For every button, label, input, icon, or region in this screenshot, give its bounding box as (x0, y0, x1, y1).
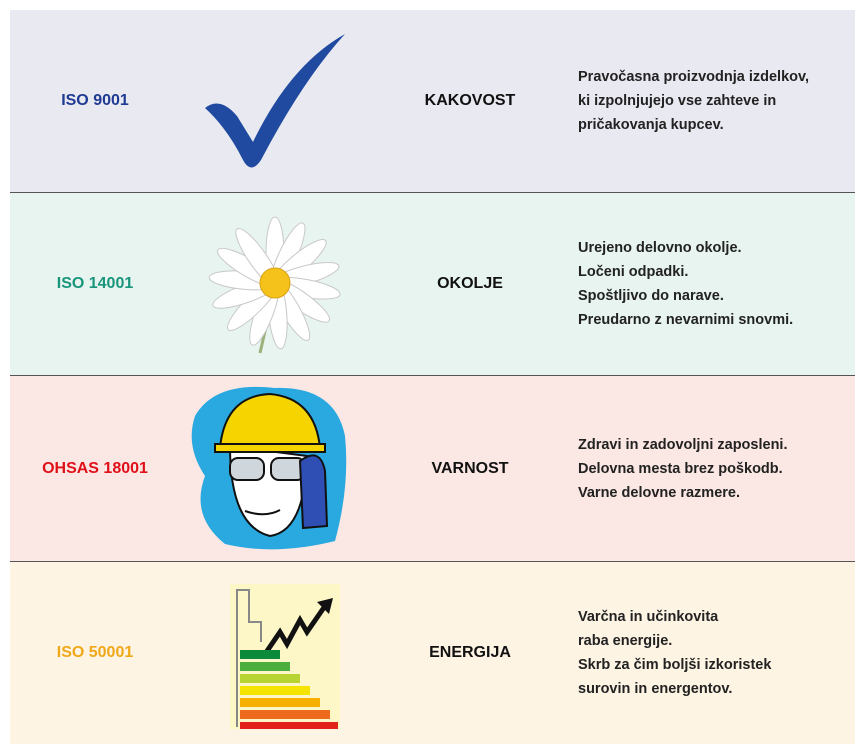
description-line: pričakovanja kupcev. (578, 117, 724, 133)
energy-icon (230, 584, 340, 729)
description-line: Pravočasna proizvodnja izdelkov, (578, 69, 810, 85)
worker-icon (191, 386, 347, 550)
category: ENERGIJA (429, 644, 511, 661)
category: VARNOST (431, 459, 509, 477)
description-line: Spoštljivo do narave. (578, 288, 724, 304)
description-line: surovin in energentov. (578, 681, 733, 697)
description: Zdravi in zadovoljni zaposleni. Delovna … (578, 376, 855, 561)
description: Varčna in učinkovita raba energije. Skrb… (578, 562, 855, 744)
description-line: Urejeno delovno okolje. (578, 240, 742, 256)
description-line: Preudarno z nevarnimi snovmi. (578, 312, 794, 328)
standard: ISO 50001 (56, 644, 134, 661)
separator (10, 375, 855, 376)
standard: ISO 14001 (56, 275, 134, 292)
description-line: Varne delovne razmere. (578, 484, 740, 501)
standard: ISO 9001 (61, 92, 129, 109)
description-line: Ločeni odpadki. (578, 264, 689, 280)
description: Urejeno delovno okolje. Ločeni odpadki. … (578, 193, 855, 375)
daisy-icon (208, 216, 341, 354)
separator (10, 192, 855, 193)
description-line: ki izpolnjujejo vse zahteve in (578, 93, 777, 109)
row: OHSAS 18001 VARNOST Zdravi in zadovoljni… (10, 376, 855, 561)
category: OKOLJE (437, 275, 503, 292)
standard: OHSAS 18001 (42, 459, 148, 477)
description-line: Varčna in učinkovita (578, 609, 719, 625)
row: ISO 50001 ENERGIJA Varčna in učinkovita … (10, 562, 855, 744)
row: ISO 14001 OKOLJE Urejeno delovno okolje.… (10, 193, 855, 375)
description-line: raba energije. (578, 633, 673, 649)
description-line: Delovna mesta brez poškodb. (578, 460, 783, 477)
check-icon (205, 34, 345, 168)
row: ISO 9001 KAKOVOST Pravočasna proizvodnja… (10, 10, 855, 192)
separator (10, 561, 855, 562)
description-line: Skrb za čim boljši izkoristek (578, 657, 772, 673)
description-line: Zdravi in zadovoljni zaposleni. (578, 436, 788, 453)
description: Pravočasna proizvodnja izdelkov, ki izpo… (578, 10, 855, 192)
category: KAKOVOST (424, 92, 516, 109)
